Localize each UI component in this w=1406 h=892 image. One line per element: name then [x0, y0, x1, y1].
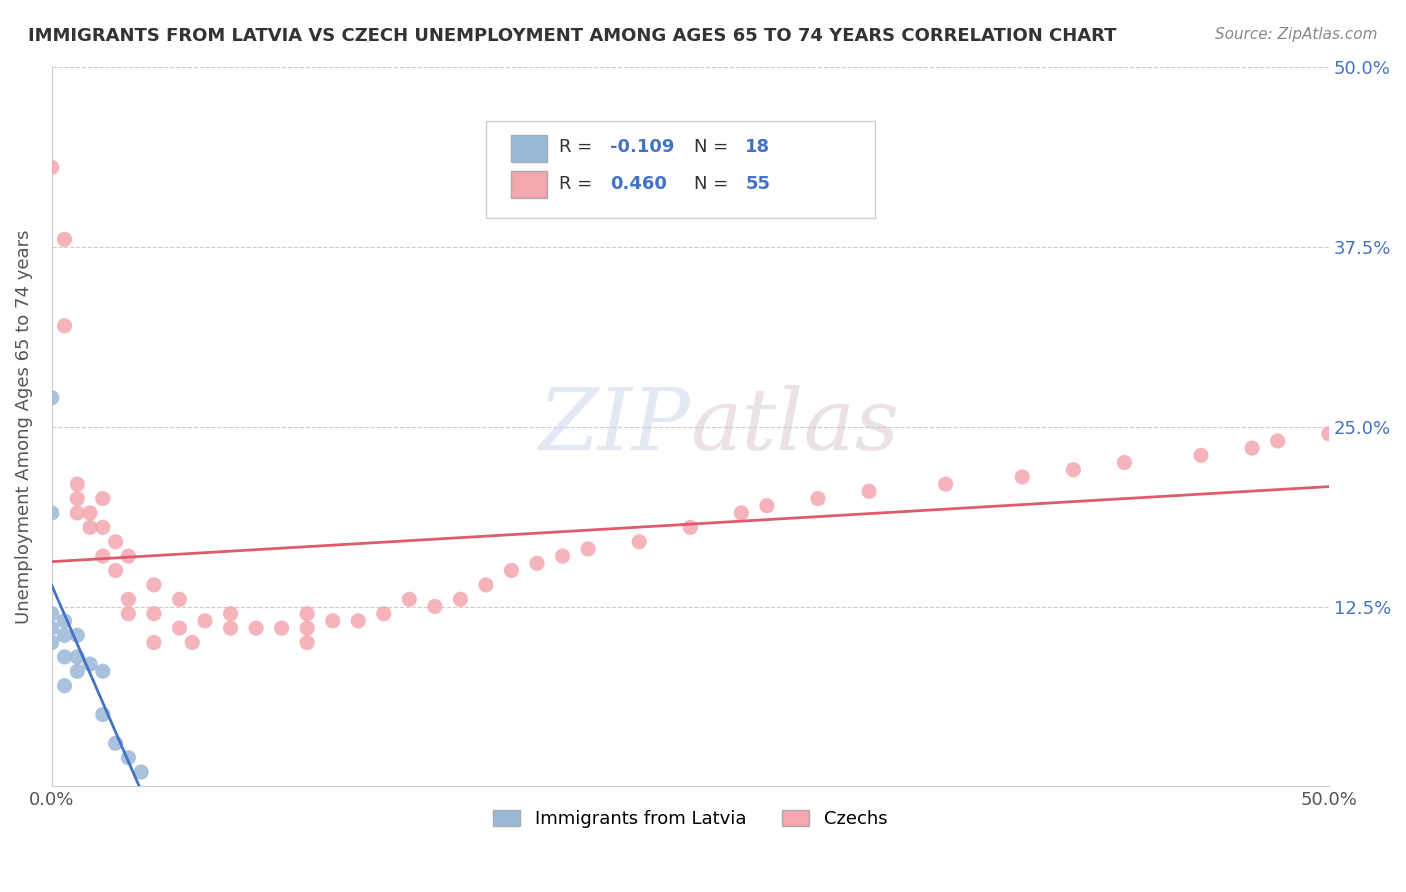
Point — [501, 564, 523, 578]
Point — [41, 161, 63, 175]
Point — [679, 520, 702, 534]
Point — [91, 707, 114, 722]
Point — [526, 557, 548, 571]
Point — [270, 621, 292, 635]
Point — [1189, 448, 1212, 462]
Point — [935, 477, 957, 491]
Text: 0.460: 0.460 — [610, 175, 666, 193]
Point — [53, 679, 76, 693]
Text: R =: R = — [558, 175, 598, 193]
Text: atlas: atlas — [690, 385, 900, 468]
Point — [91, 665, 114, 679]
Point — [1011, 470, 1033, 484]
Text: R =: R = — [558, 138, 598, 156]
Point — [219, 607, 242, 621]
Point — [142, 635, 165, 649]
Point — [53, 318, 76, 333]
Point — [142, 607, 165, 621]
Point — [79, 657, 101, 672]
Point — [104, 564, 127, 578]
Point — [807, 491, 830, 506]
Point — [66, 491, 89, 506]
Point — [181, 635, 204, 649]
FancyBboxPatch shape — [512, 171, 547, 198]
Point — [66, 628, 89, 642]
Text: 18: 18 — [745, 138, 770, 156]
Point — [423, 599, 446, 614]
Point — [1241, 441, 1264, 455]
Point — [576, 541, 599, 556]
Point — [91, 520, 114, 534]
Point — [79, 520, 101, 534]
Point — [1267, 434, 1289, 448]
Point — [41, 621, 63, 635]
Point — [295, 621, 318, 635]
Text: IMMIGRANTS FROM LATVIA VS CZECH UNEMPLOYMENT AMONG AGES 65 TO 74 YEARS CORRELATI: IMMIGRANTS FROM LATVIA VS CZECH UNEMPLOY… — [28, 27, 1116, 45]
Point — [1317, 426, 1340, 441]
Point — [41, 506, 63, 520]
Point — [66, 506, 89, 520]
Text: N =: N = — [695, 138, 734, 156]
Point — [104, 534, 127, 549]
Point — [551, 549, 574, 563]
Point — [66, 665, 89, 679]
Text: -0.109: -0.109 — [610, 138, 675, 156]
Point — [169, 592, 191, 607]
Point — [79, 506, 101, 520]
Point — [91, 549, 114, 563]
Point — [117, 549, 139, 563]
Point — [53, 649, 76, 664]
Point — [129, 765, 152, 780]
Point — [41, 391, 63, 405]
Point — [449, 592, 471, 607]
Point — [322, 614, 344, 628]
Point — [66, 477, 89, 491]
FancyBboxPatch shape — [512, 135, 547, 162]
Point — [91, 491, 114, 506]
Point — [628, 534, 651, 549]
Point — [104, 736, 127, 750]
Point — [117, 750, 139, 764]
Point — [295, 635, 318, 649]
Text: N =: N = — [695, 175, 734, 193]
Point — [142, 578, 165, 592]
Text: ZIP: ZIP — [538, 385, 690, 468]
Text: 55: 55 — [745, 175, 770, 193]
Point — [755, 499, 778, 513]
Point — [117, 607, 139, 621]
Point — [66, 649, 89, 664]
Point — [117, 592, 139, 607]
Point — [53, 628, 76, 642]
Point — [53, 232, 76, 246]
Point — [41, 607, 63, 621]
Point — [347, 614, 370, 628]
Point — [194, 614, 217, 628]
Point — [730, 506, 752, 520]
FancyBboxPatch shape — [486, 120, 876, 218]
Point — [169, 621, 191, 635]
Y-axis label: Unemployment Among Ages 65 to 74 years: Unemployment Among Ages 65 to 74 years — [15, 229, 32, 624]
Point — [245, 621, 267, 635]
Point — [475, 578, 498, 592]
Point — [53, 614, 76, 628]
Point — [295, 607, 318, 621]
Point — [373, 607, 395, 621]
Legend: Immigrants from Latvia, Czechs: Immigrants from Latvia, Czechs — [486, 802, 894, 835]
Point — [858, 484, 880, 499]
Point — [41, 635, 63, 649]
Point — [219, 621, 242, 635]
Point — [398, 592, 420, 607]
Point — [1114, 456, 1136, 470]
Point — [1062, 463, 1084, 477]
Text: Source: ZipAtlas.com: Source: ZipAtlas.com — [1215, 27, 1378, 42]
